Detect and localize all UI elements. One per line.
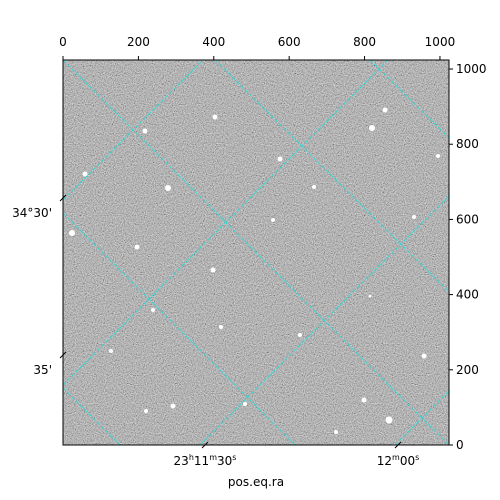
x-tick-label: 600 [278,35,301,49]
ra-label-part: 23 [174,454,189,468]
ra-label-part: s [415,453,419,462]
ra-tick-label: 12m00s [377,453,420,468]
x-tick-label: 400 [202,35,225,49]
ra-label-part: m [392,453,400,462]
x-tick-label: 0 [59,35,67,49]
ra-tick [394,441,402,449]
ra-tick-label: 23h11m30s [174,453,237,468]
plot-frame [62,59,450,446]
ra-label-part: h [189,453,194,462]
dec-tick [59,194,67,202]
ra-tick [201,441,209,449]
dec-tick [59,351,67,359]
y-tick-label: 1000 [456,62,487,76]
dec-tick-label: 34°30' [12,206,52,220]
stars [69,107,440,434]
y-tick-label: 800 [456,137,479,151]
ra-label-part: 11 [194,454,209,468]
y-tick-label: 0 [456,438,464,452]
ra-label-part: 00 [400,454,415,468]
ra-label-part: m [209,453,217,462]
x-tick-label: 200 [127,35,150,49]
x-tick-label: 800 [353,35,376,49]
coordinate-grid [63,60,449,445]
ra-label-part: 12 [377,454,392,468]
dec-tick-label: 35' [33,363,52,377]
y-tick-label: 600 [456,212,479,226]
y-tick-label: 200 [456,363,479,377]
x-tick-label: 1000 [425,35,456,49]
ra-label-part: s [232,453,236,462]
x-axis-label: pos.eq.ra [228,475,284,489]
y-tick-label: 400 [456,288,479,302]
ra-label-part: 30 [217,454,232,468]
